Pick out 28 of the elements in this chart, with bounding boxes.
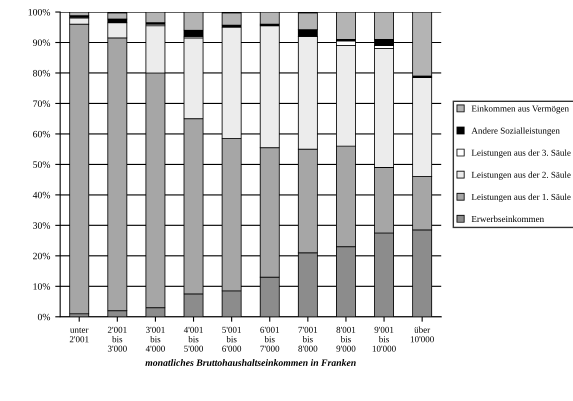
x-tick-label: über 10'000 <box>410 326 434 342</box>
x-tick-label: 8'001 bis 9'000 <box>336 326 356 352</box>
y-tick-label: 90% <box>32 39 50 46</box>
legend-label: Einkommen aus Vermögen <box>472 105 569 114</box>
y-tick-label: 50% <box>33 161 50 168</box>
y-tick-label: 60% <box>33 130 50 138</box>
x-tick-label: 4'001 bis 5'000 <box>184 326 204 352</box>
y-tick-label: 0% <box>38 314 50 320</box>
x-tick-label: 7'001 bis 8'000 <box>298 326 318 352</box>
y-tick-label: 30% <box>33 222 50 229</box>
legend-label: Leistungen aus der 3. Säule <box>472 149 571 158</box>
y-tick-label: 70% <box>33 100 50 107</box>
y-tick-label: 100% <box>28 8 50 16</box>
y-tick-label: 40% <box>32 192 50 198</box>
x-tick-label: 6'001 bis 7'000 <box>260 326 280 352</box>
y-tick-label: 10% <box>33 283 50 290</box>
legend-label: Andere Sozialleistungen <box>471 127 560 136</box>
legend-label: Erwerbseinkommen <box>472 216 544 222</box>
legend-label: Leistungen aus der 2. Säule <box>472 172 571 180</box>
x-tick-label: 3'001 bis 4'000 <box>146 326 165 352</box>
x-tick-label: 9'001 bis 10'000 <box>372 326 396 352</box>
y-tick-label: 20% <box>33 252 50 260</box>
legend-label: Leistungen aus der 1. Säule <box>472 194 571 202</box>
x-axis-title: monatliches Bruttohaushaltseinkommen in Franken <box>145 359 356 366</box>
x-tick-label: 5'001 bis 6'000 <box>222 326 242 352</box>
y-tick-label: 80% <box>32 70 50 76</box>
x-tick-label: unter 2'001 <box>70 328 89 342</box>
x-tick-label: 2'001 bis 3'000 <box>108 326 127 352</box>
